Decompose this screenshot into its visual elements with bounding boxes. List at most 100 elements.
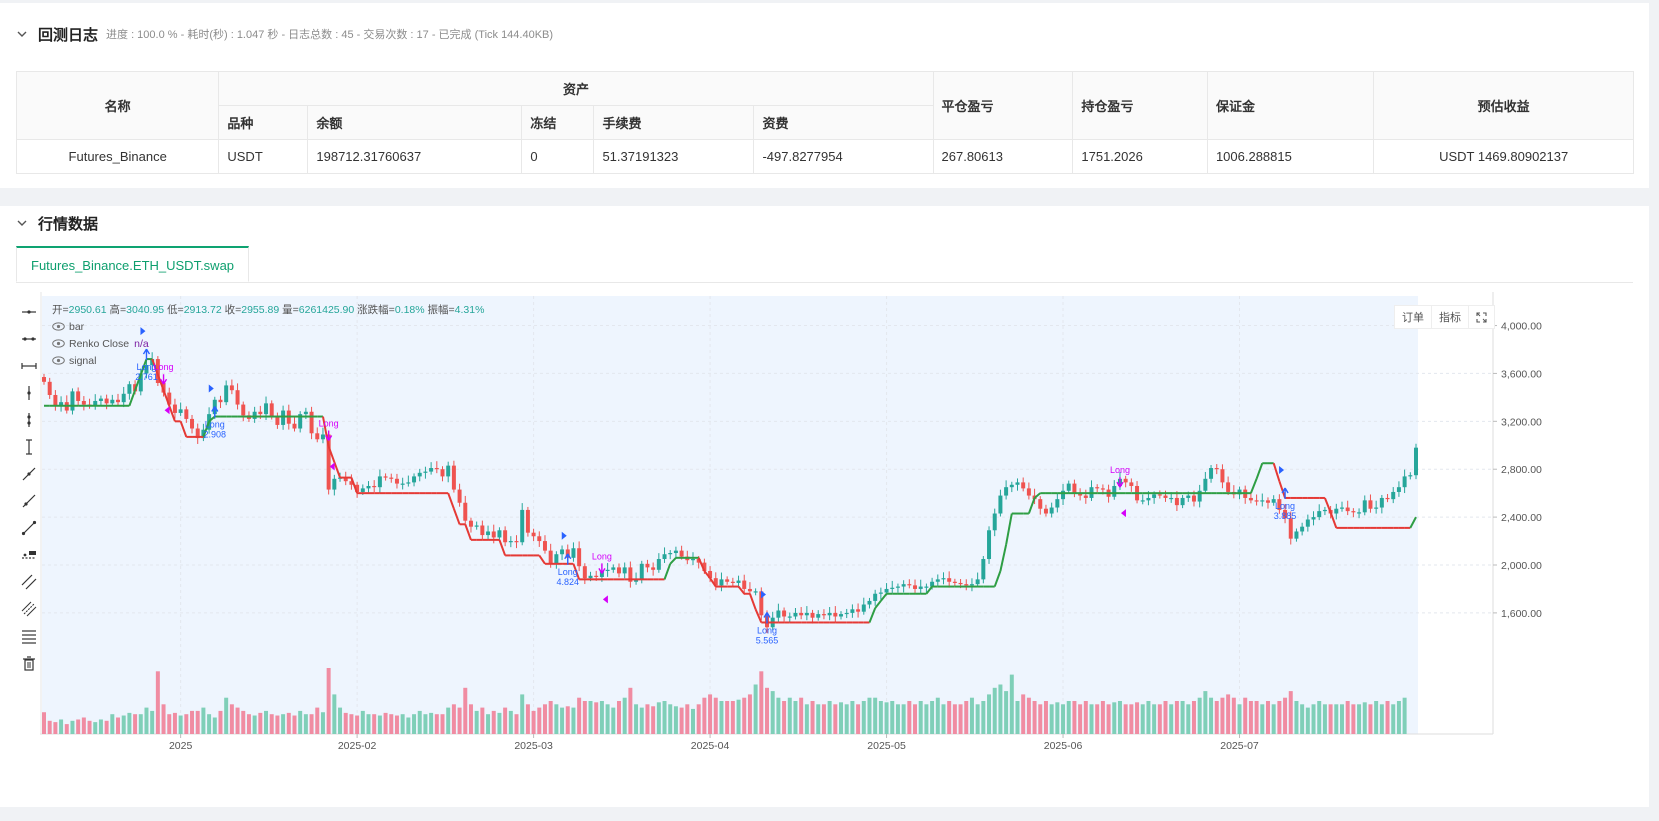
- volume-bar: [913, 704, 918, 734]
- horizontal-ray-tool-icon[interactable]: [20, 330, 38, 348]
- candle-body: [1288, 518, 1293, 539]
- volume-bar: [890, 701, 895, 734]
- tab-eth-usdt-swap[interactable]: Futures_Binance.ETH_USDT.swap: [16, 246, 250, 282]
- volume-bar: [1283, 697, 1288, 734]
- vertical-ray-tool-icon[interactable]: [20, 411, 38, 429]
- renko-close-segment: [999, 544, 1008, 572]
- eye-icon[interactable]: [52, 356, 65, 365]
- volume-bar: [548, 701, 553, 734]
- volume-bar: [605, 704, 610, 734]
- candle-body: [810, 612, 815, 618]
- candle-body: [298, 414, 303, 429]
- candle-body: [508, 541, 513, 543]
- candle-body: [1317, 511, 1322, 518]
- candle-body: [116, 399, 121, 403]
- y-tick-label: 2,400.00: [1501, 512, 1542, 524]
- volume-bar: [1339, 704, 1344, 734]
- volume-bar: [360, 710, 365, 734]
- volume-bar: [622, 697, 627, 734]
- candle-body: [1197, 490, 1202, 502]
- market-data-title: 行情数据: [38, 215, 99, 233]
- vertical-segment-tool-icon[interactable]: [20, 438, 38, 456]
- volume-bar: [1226, 694, 1231, 734]
- amplitude-label: 振幅=: [427, 304, 455, 316]
- legend-item-renko[interactable]: Renko Close n/a: [52, 335, 149, 352]
- ray-tool-icon[interactable]: [20, 492, 38, 510]
- horizontal-line-tool-icon[interactable]: [20, 303, 38, 321]
- volume-bar: [1129, 704, 1134, 734]
- volume-bar: [412, 714, 417, 734]
- volume-bar: [76, 719, 81, 734]
- volume-bar: [246, 714, 251, 734]
- candle-body: [560, 549, 565, 555]
- trend-line-tool-icon[interactable]: [20, 465, 38, 483]
- backtest-log-header[interactable]: 回测日志 进度 : 100.0 % - 耗时(秒) : 1.047 秒 - 日志…: [16, 23, 553, 45]
- candle-body: [525, 509, 530, 533]
- legend-item-bar[interactable]: bar: [52, 318, 149, 335]
- volume-bar: [110, 714, 115, 734]
- extended-line-tool-icon[interactable]: [20, 357, 38, 375]
- volume-bar: [417, 710, 422, 734]
- volume-bar: [1009, 674, 1014, 734]
- price-chart[interactable]: 1,600.00 2,000.00 2,400.00 2,800.00 3,200.00…: [40, 292, 1560, 752]
- eye-icon[interactable]: [52, 322, 65, 331]
- candle-body: [269, 403, 274, 417]
- orders-button[interactable]: 订单: [1395, 306, 1432, 328]
- candle-body: [1004, 487, 1009, 496]
- volume-bar: [42, 712, 46, 734]
- volume-bar: [167, 714, 172, 734]
- fib-fan-tool-icon[interactable]: [20, 600, 38, 618]
- volume-bar: [736, 699, 741, 734]
- candle-body: [639, 563, 644, 580]
- volume-bar: [1061, 704, 1066, 734]
- volume-bar: [827, 701, 832, 734]
- volume-bar: [423, 714, 428, 734]
- chevron-down-icon[interactable]: [16, 28, 28, 40]
- candle-body: [742, 580, 747, 589]
- parallel-channel-tool-icon[interactable]: [20, 573, 38, 591]
- low-value: 2913.72: [183, 304, 222, 316]
- legend-item-signal[interactable]: signal: [52, 352, 149, 369]
- candle-body: [1254, 500, 1259, 502]
- candle-body: [861, 604, 866, 612]
- candle-body: [856, 609, 861, 612]
- backtest-log-meta: 进度 : 100.0 % - 耗时(秒) : 1.047 秒 - 日志总数 : …: [106, 29, 554, 41]
- candle-body: [355, 484, 360, 492]
- volume-bar: [1038, 704, 1043, 734]
- volume-bar: [1157, 704, 1162, 734]
- candle-body: [679, 550, 684, 557]
- col-name-header: 名称: [15, 71, 220, 140]
- volume-bar: [332, 694, 337, 734]
- volume-bar: [309, 714, 314, 734]
- fullscreen-button[interactable]: [1469, 306, 1494, 328]
- volume-bar: [742, 697, 747, 734]
- volume-bar: [1152, 704, 1157, 734]
- candle-body: [412, 476, 417, 483]
- x-tick-label: 2025-06: [1044, 740, 1083, 752]
- price-label-tool-icon[interactable]: [20, 546, 38, 564]
- volume-bar: [1385, 701, 1390, 734]
- renko-close-segment: [498, 539, 507, 556]
- trash-icon[interactable]: [20, 654, 38, 672]
- market-data-header[interactable]: 行情数据: [16, 212, 98, 234]
- candle-body: [628, 567, 633, 582]
- candle-body: [1174, 497, 1179, 506]
- volume-bar: [440, 714, 445, 734]
- candle-body: [941, 578, 946, 580]
- segment-tool-icon[interactable]: [20, 519, 38, 537]
- volume-bar: [1078, 704, 1083, 734]
- indicators-button[interactable]: 指标: [1432, 306, 1469, 328]
- volume-bar: [133, 714, 138, 734]
- expand-icon: [1476, 311, 1487, 323]
- candle-body: [673, 550, 678, 554]
- volume-bar: [394, 715, 399, 734]
- eye-icon[interactable]: [52, 339, 65, 348]
- volume-bar: [821, 704, 826, 734]
- cell-est-profit: USDT 1469.80902137: [1373, 139, 1634, 174]
- candle-body: [491, 531, 496, 538]
- chevron-down-icon[interactable]: [16, 217, 28, 229]
- volume-bar: [708, 694, 713, 734]
- candle-body: [1334, 508, 1339, 514]
- fib-retracement-tool-icon[interactable]: [20, 627, 38, 645]
- vertical-line-tool-icon[interactable]: [20, 384, 38, 402]
